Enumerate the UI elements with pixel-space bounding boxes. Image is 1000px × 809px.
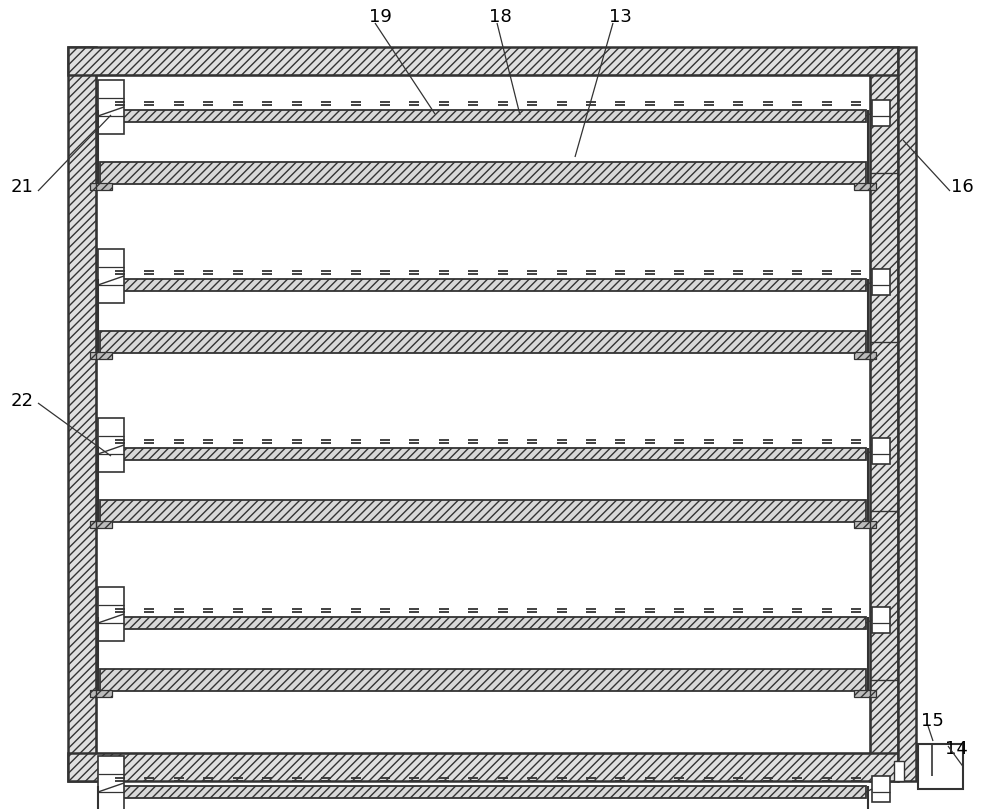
Bar <box>68 47 898 75</box>
Bar <box>872 607 890 633</box>
Text: 18: 18 <box>489 8 511 26</box>
Bar <box>98 756 124 809</box>
Bar <box>918 744 963 789</box>
Text: 19: 19 <box>369 8 391 26</box>
Bar <box>98 80 124 134</box>
Text: 13: 13 <box>609 8 631 26</box>
Bar <box>100 617 866 629</box>
Bar <box>90 183 112 190</box>
Bar <box>872 438 890 464</box>
Text: 16: 16 <box>951 178 973 196</box>
Bar <box>872 269 890 295</box>
Text: 14: 14 <box>945 740 967 758</box>
Bar <box>100 331 866 353</box>
Bar <box>100 279 866 291</box>
Bar <box>98 249 124 303</box>
Bar <box>100 786 866 798</box>
Bar <box>854 521 876 528</box>
Text: 22: 22 <box>10 392 34 410</box>
Bar <box>100 500 866 522</box>
Bar <box>90 690 112 697</box>
Text: 21: 21 <box>11 178 33 196</box>
Bar <box>854 183 876 190</box>
Bar <box>98 418 124 472</box>
Text: 15: 15 <box>921 712 943 730</box>
Bar <box>898 47 916 781</box>
Bar <box>894 761 904 781</box>
Bar <box>872 776 890 802</box>
Bar <box>90 352 112 359</box>
Bar <box>90 521 112 528</box>
Bar <box>68 47 96 781</box>
Bar <box>100 110 866 122</box>
Bar <box>100 448 866 460</box>
Bar <box>98 587 124 641</box>
Bar <box>854 352 876 359</box>
Bar <box>100 162 866 184</box>
Bar <box>872 100 890 126</box>
Bar <box>854 690 876 697</box>
Bar <box>100 669 866 691</box>
Bar <box>870 47 898 781</box>
Bar <box>68 753 898 781</box>
